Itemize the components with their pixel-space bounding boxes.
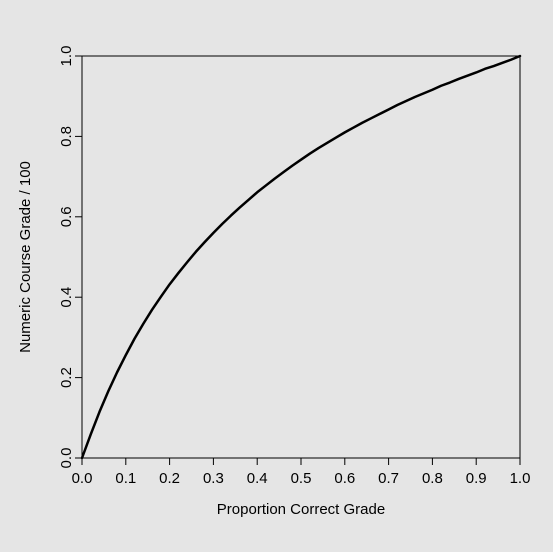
y-tick-label: 0.6: [58, 206, 75, 227]
x-tick-label: 0.5: [291, 470, 312, 487]
y-tick-label: 0.8: [58, 126, 75, 147]
y-axis-label: Numeric Course Grade / 100: [17, 161, 34, 353]
chart-container: 0.0 0.1 0.2 0.3 0.4 0.5 0.6 0.7 0.8 0.9 1.0 0.0 0.2…: [0, 0, 553, 552]
x-tick-label: 1.0: [510, 470, 531, 487]
x-axis-label: Proportion Correct Grade: [217, 501, 385, 518]
x-tick-label: 0.3: [203, 470, 224, 487]
y-tick-label: 0.4: [58, 287, 75, 308]
line-chart: 0.0 0.1 0.2 0.3 0.4 0.5 0.6 0.7 0.8 0.9 1.0 0.0 0.2…: [0, 0, 553, 552]
y-tick-label: 0.2: [58, 367, 75, 388]
x-tick-label: 0.9: [466, 470, 487, 487]
x-tick-label: 0.7: [378, 470, 399, 487]
x-tick-label: 0.1: [115, 470, 136, 487]
y-tick-label: 1.0: [58, 46, 75, 67]
x-tick-label: 0.4: [247, 470, 268, 487]
x-tick-label: 0.6: [334, 470, 355, 487]
x-tick-label: 0.2: [159, 470, 180, 487]
y-tick-label: 0.0: [58, 448, 75, 469]
x-tick-label: 0.0: [72, 470, 93, 487]
x-tick-label: 0.8: [422, 470, 443, 487]
